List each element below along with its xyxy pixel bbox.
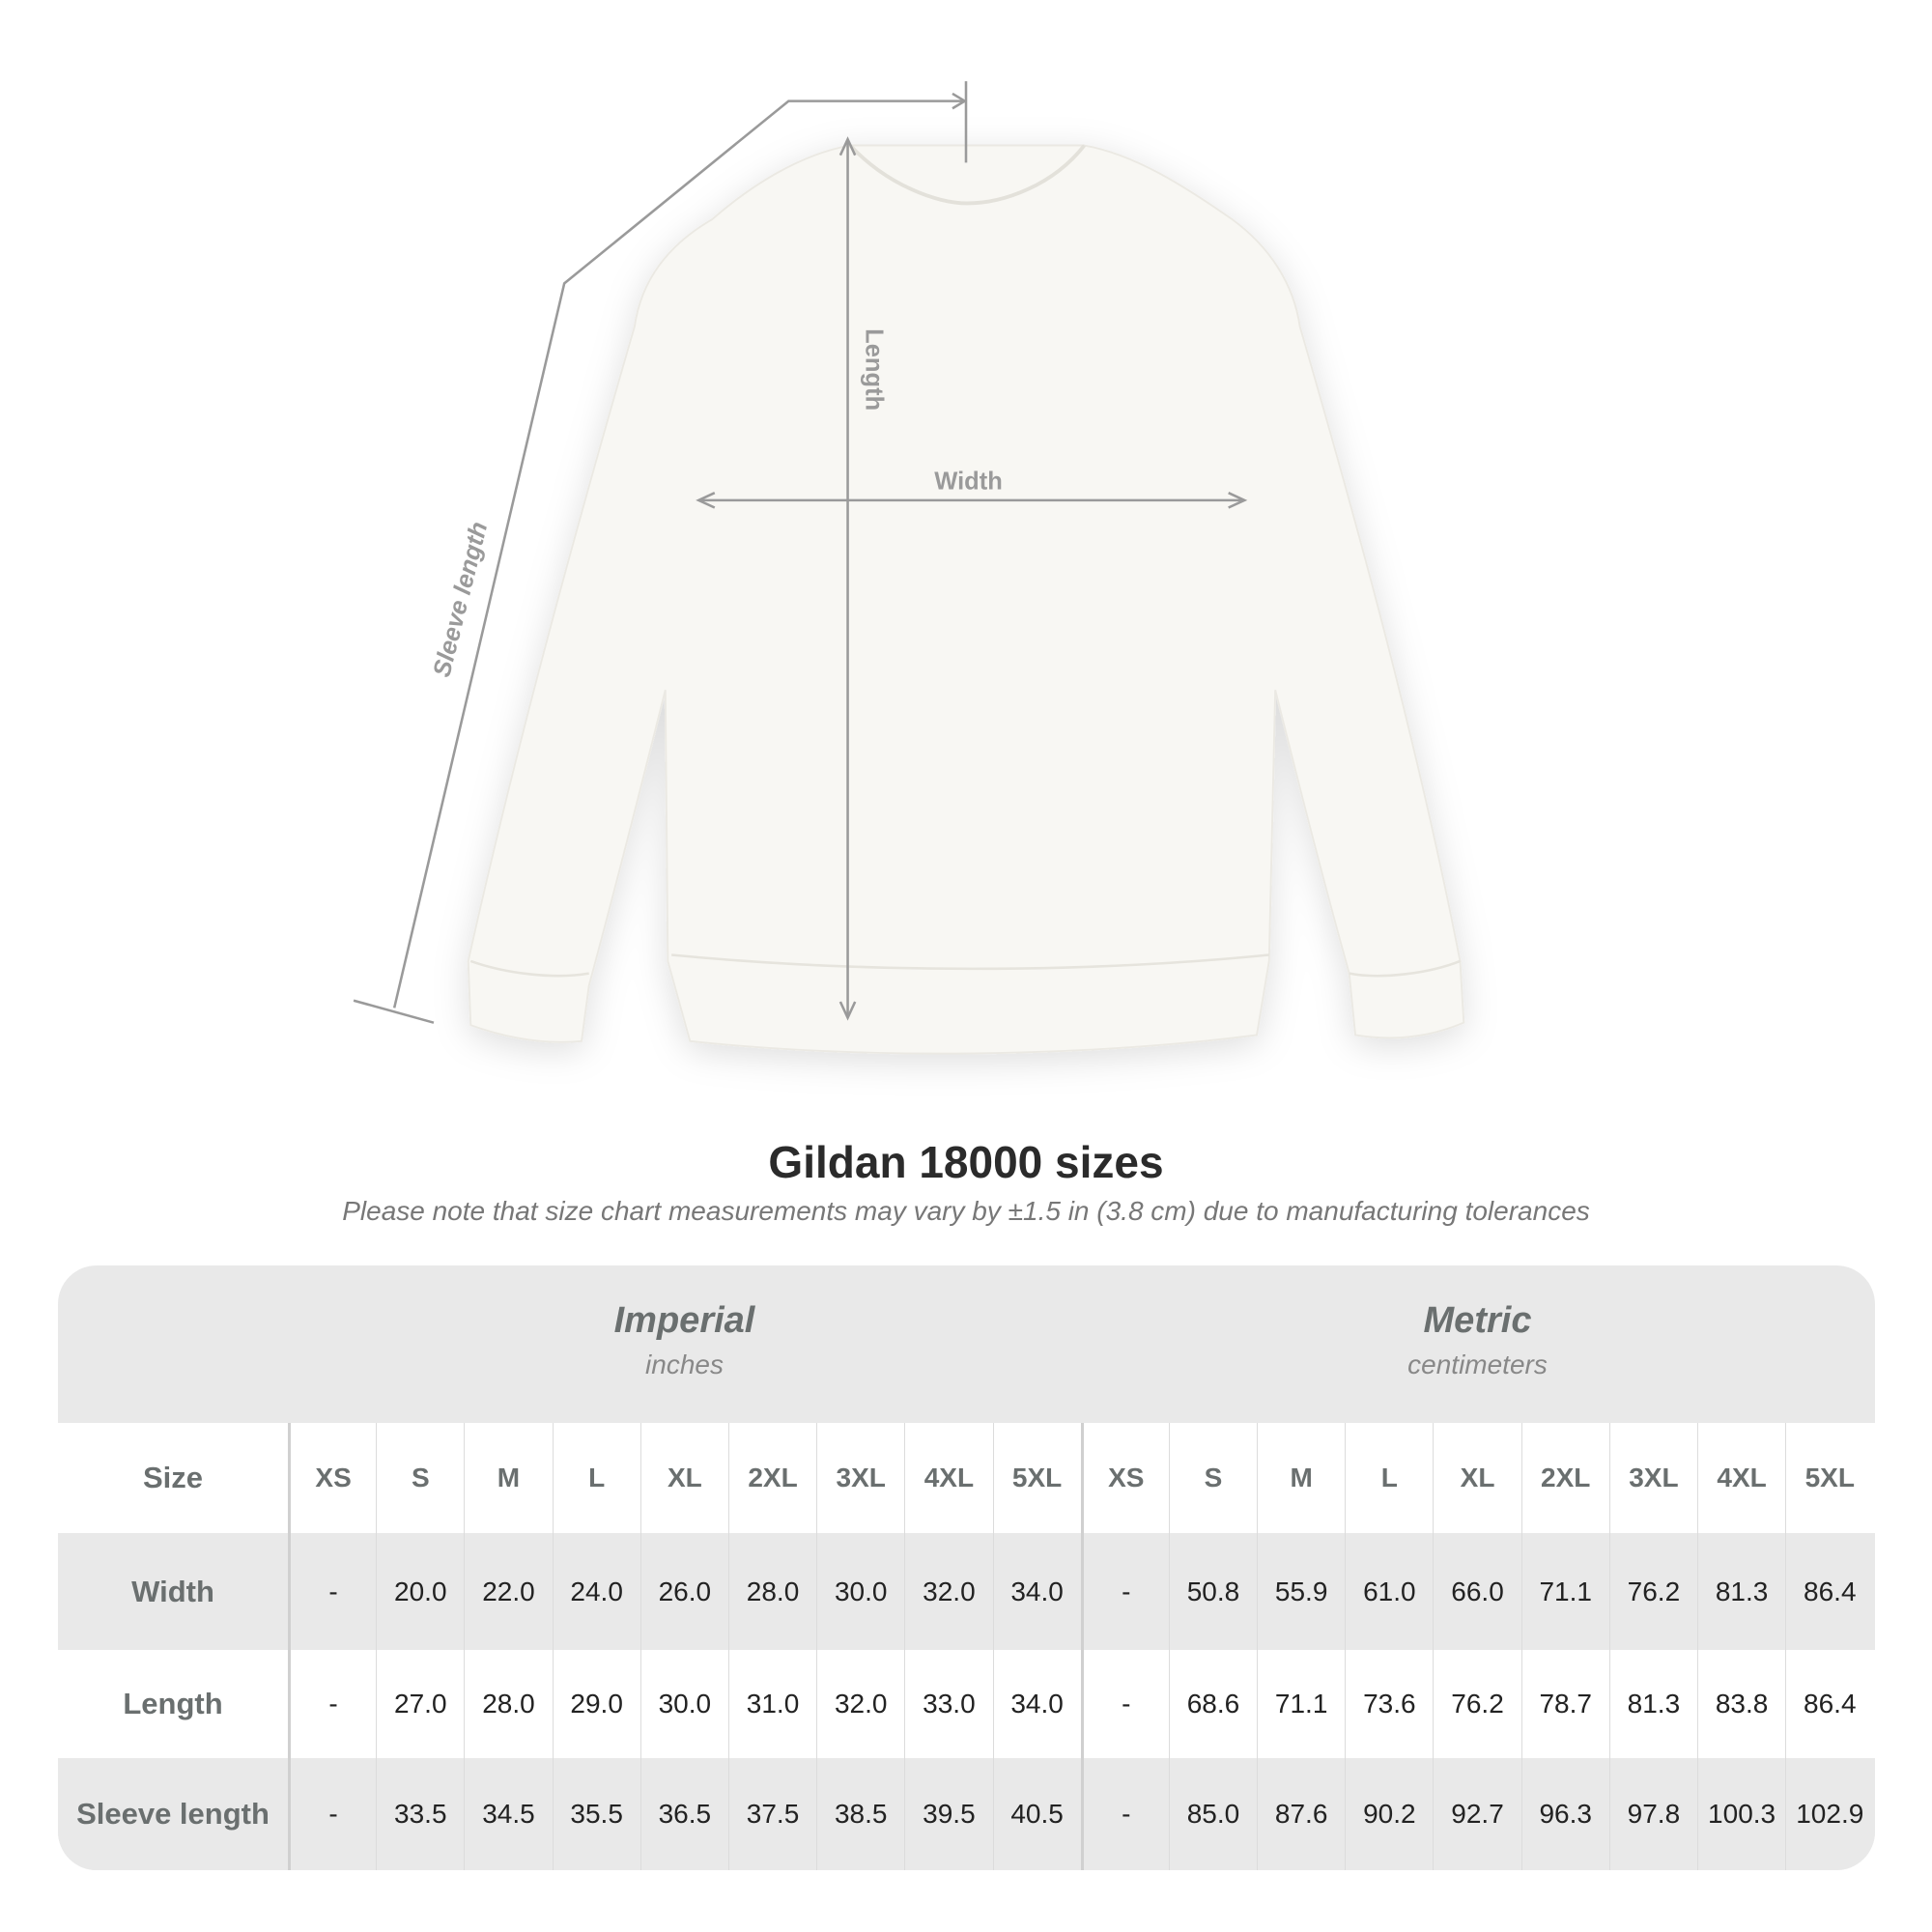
size-header-cell: 2XL [1520,1423,1609,1533]
value-cell: 31.0 [727,1650,816,1758]
value-cell: 35.5 [552,1758,640,1870]
size-header-cell: L [552,1423,640,1533]
size-header-cell: L [1345,1423,1433,1533]
value-cell: 92.7 [1433,1758,1520,1870]
value-cell: 86.4 [1785,1650,1873,1758]
value-cell: 34.5 [464,1758,552,1870]
size-header-cell: 3XL [1608,1423,1697,1533]
value-cell: - [288,1758,376,1870]
value-cell: 28.0 [464,1650,552,1758]
metric-title: Metric [1423,1300,1532,1341]
value-cell: 20.0 [376,1533,464,1650]
row-label: Sleeve length [76,1797,270,1831]
value-cell: 37.5 [727,1758,816,1870]
value-cell: 83.8 [1697,1650,1785,1758]
size-header-cell: XL [1433,1423,1520,1533]
size-header-cell: XS [288,1423,376,1533]
value-cell: 97.8 [1608,1758,1697,1870]
value-cell: 71.1 [1257,1650,1345,1758]
value-cell: 34.0 [992,1650,1081,1758]
size-header-cell: S [1168,1423,1257,1533]
imperial-unit: inches [645,1350,724,1379]
imperial-title: Imperial [613,1300,755,1341]
metric-header: Metric centimeters [1081,1265,1874,1423]
value-cell: 34.0 [992,1533,1081,1650]
value-cell: 33.5 [376,1758,464,1870]
value-cell: 78.7 [1520,1650,1609,1758]
size-table: Imperial inches Metric centimeters Size X… [58,1265,1875,1870]
value-cell: 71.1 [1520,1533,1609,1650]
value-cell: 66.0 [1433,1533,1520,1650]
value-cell: 87.6 [1257,1758,1345,1870]
length-label: Length [861,328,888,411]
value-cell: - [288,1650,376,1758]
value-cell: 33.0 [904,1650,992,1758]
value-cell: 26.0 [639,1533,728,1650]
sweatshirt-measurement-diagram: Length Width Sleeve length [353,81,1465,1055]
value-cell: 38.5 [816,1758,904,1870]
size-header-cell: 5XL [1785,1423,1873,1533]
page-title: Gildan 18000 sizes [768,1137,1164,1187]
table-row: Length -27.0 28.0 29.0 30.0 31.0 32.0 33.0 34.0-… [58,1650,1875,1758]
row-label: Size [142,1461,204,1494]
sleeve-length-label: Sleeve length [428,519,493,679]
value-cell: 32.0 [816,1650,904,1758]
value-cell: 30.0 [816,1533,904,1650]
value-cell: 39.5 [904,1758,992,1870]
value-cell: 27.0 [376,1650,464,1758]
value-cell: 96.3 [1520,1758,1609,1870]
value-cell: 29.0 [552,1650,640,1758]
value-cell: 68.6 [1168,1650,1257,1758]
value-cell: 100.3 [1697,1758,1785,1870]
value-cell: 90.2 [1345,1758,1433,1870]
value-cell: 36.5 [639,1758,728,1870]
value-cell: - [1080,1758,1169,1870]
value-cell: 40.5 [992,1758,1081,1870]
value-cell: 102.9 [1785,1758,1873,1870]
value-cell: 76.2 [1433,1650,1520,1758]
value-cell: 76.2 [1608,1533,1697,1650]
value-cell: 50.8 [1168,1533,1257,1650]
table-row: Sleeve length -33.5 34.5 35.5 36.5 37.5 38.5 39… [58,1758,1875,1870]
table-row: Width -20.0 22.0 24.0 26.0 28.0 30.0 32.0 34.0-5… [58,1533,1875,1650]
size-header-cell: 5XL [992,1423,1081,1533]
value-cell: 28.0 [727,1533,816,1650]
value-cell: 22.0 [464,1533,552,1650]
value-cell: 30.0 [639,1650,728,1758]
metric-unit: centimeters [1407,1350,1548,1379]
value-cell: 85.0 [1168,1758,1257,1870]
size-header-cell: 4XL [904,1423,992,1533]
value-cell: 55.9 [1257,1533,1345,1650]
tolerance-note: Please note that size chart measurements… [342,1196,1590,1226]
size-header-cell: 2XL [727,1423,816,1533]
value-cell: 86.4 [1785,1533,1873,1650]
value-cell: 24.0 [552,1533,640,1650]
imperial-header: Imperial inches [288,1265,1081,1423]
size-header-cell: XL [639,1423,728,1533]
value-cell: 81.3 [1608,1650,1697,1758]
value-cell: - [288,1533,376,1650]
value-cell: 61.0 [1345,1533,1433,1650]
value-cell: - [1080,1650,1169,1758]
value-cell: 32.0 [904,1533,992,1650]
size-header-row: Size XS S M L XL 2XL 3XL 4XL 5XL XS S M L XL 2XL 3XL 4XL 5… [58,1423,1875,1533]
size-header-cell: 3XL [816,1423,904,1533]
measurement-lines [353,81,1248,1024]
value-cell: 73.6 [1345,1650,1433,1758]
size-header-cell: 4XL [1697,1423,1785,1533]
size-header-cell: M [464,1423,552,1533]
size-header-cell: XS [1080,1423,1169,1533]
sweatshirt-image [467,144,1465,1055]
width-label: Width [934,468,1003,495]
size-header-cell: M [1257,1423,1345,1533]
row-label: Length [123,1687,223,1720]
row-label: Width [131,1574,214,1608]
size-header-cell: S [376,1423,464,1533]
value-cell: 81.3 [1697,1533,1785,1650]
value-cell: - [1080,1533,1169,1650]
